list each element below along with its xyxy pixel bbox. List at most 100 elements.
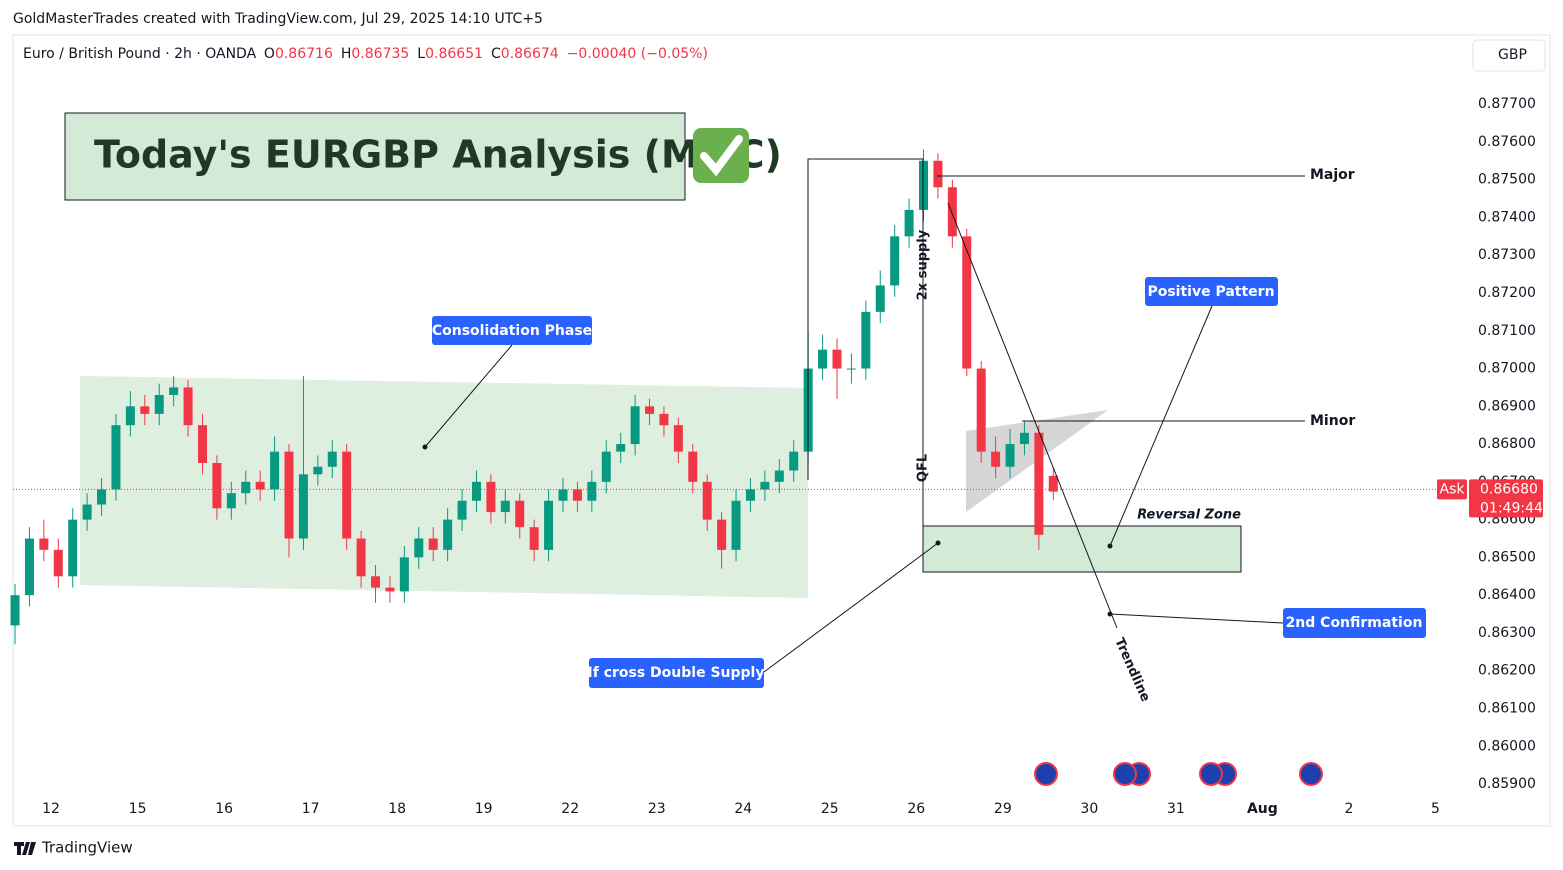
y-tick-label: 0.86300: [1478, 625, 1536, 641]
candle-body: [875, 285, 885, 312]
candle-body: [601, 451, 611, 482]
x-tick-label: Aug: [1247, 801, 1278, 817]
event-icon[interactable]: [1113, 762, 1137, 786]
label-box: [1145, 277, 1278, 306]
candle-body: [818, 349, 828, 369]
candle-body: [1019, 432, 1029, 445]
y-tick-label: 0.86500: [1478, 549, 1536, 565]
candle-body: [82, 504, 92, 520]
ohlc-label: C: [491, 46, 501, 62]
candle-body: [630, 406, 640, 445]
x-tick-label: 29: [994, 801, 1012, 817]
candle-body: [385, 587, 395, 592]
y-tick-label: 0.86100: [1478, 700, 1536, 716]
supply-bracket: [807, 158, 924, 526]
label-box: [589, 658, 764, 688]
pointer: [763, 542, 939, 673]
x-tick-label: 16: [215, 801, 233, 817]
pointer: [424, 344, 513, 448]
change: −0.00040 (−0.05%): [567, 46, 708, 62]
candle-body: [414, 538, 424, 558]
y-tick-label: 0.87100: [1478, 323, 1536, 339]
candle-body: [457, 500, 467, 520]
candle-body: [443, 519, 453, 550]
candle-body: [789, 451, 799, 471]
symbol: Euro / British Pound · 2h · OANDA: [23, 46, 257, 62]
label-box: [432, 316, 592, 345]
ohlc-value: 0.86651: [425, 46, 483, 62]
consolidation-zone: [80, 376, 808, 598]
candle-body: [515, 500, 525, 528]
candle-body: [861, 311, 871, 369]
price-label: 0.86680: [1480, 481, 1538, 497]
candle-body: [976, 368, 986, 452]
pointer: [1109, 613, 1284, 624]
event-icon[interactable]: [1199, 762, 1223, 786]
y-tick-label: 0.87600: [1478, 134, 1536, 150]
candle-body: [471, 481, 481, 501]
candle-body: [717, 519, 727, 550]
label-box: [1283, 608, 1426, 638]
candle-body: [500, 500, 510, 513]
candle-body: [197, 425, 207, 463]
ohlc-value: 0.86674: [501, 46, 559, 62]
currency[interactable]: GBP: [1498, 47, 1527, 63]
anchor-dot: [422, 444, 428, 450]
candle-body: [140, 406, 150, 414]
pointer: [1109, 305, 1213, 547]
anchor-dot: [1107, 543, 1113, 549]
x-tick-label: 2: [1344, 801, 1353, 817]
candle-body: [572, 489, 582, 501]
candle-body: [587, 481, 597, 501]
candle-body: [226, 493, 236, 509]
y-tick-label: 0.86800: [1478, 436, 1536, 452]
price-tag: [1469, 479, 1543, 518]
x-tick-label: 23: [648, 801, 666, 817]
candle-body: [313, 466, 323, 475]
candle-body: [558, 489, 568, 501]
chart-title: Today's EURGBP Analysis (MMC): [94, 133, 782, 177]
candle-body: [933, 160, 943, 188]
y-tick-label: 0.87000: [1478, 361, 1536, 377]
ohlc-label: L: [417, 46, 425, 62]
candle-body: [745, 489, 755, 501]
candle-body: [111, 425, 121, 490]
candle-body: [688, 451, 698, 482]
event-icon[interactable]: [1034, 762, 1058, 786]
annotation: If cross Double Supply: [588, 665, 765, 681]
annotation: Consolidation Phase: [432, 323, 592, 339]
candle-body: [169, 387, 179, 395]
candle-body: [399, 557, 409, 592]
candle-body: [947, 187, 957, 237]
candle-body: [645, 406, 655, 414]
candle-body: [1048, 475, 1058, 492]
candle-body: [212, 462, 222, 509]
candle-body: [731, 500, 741, 550]
x-tick-label: 26: [907, 801, 925, 817]
ask-tag: [1437, 479, 1467, 500]
event-icon[interactable]: [1299, 762, 1323, 786]
candle-body: [10, 595, 20, 626]
x-tick-label: 31: [1167, 801, 1185, 817]
currency-button[interactable]: [1472, 39, 1546, 72]
candle-body: [544, 500, 554, 550]
candle-body: [53, 549, 63, 577]
reversal-zone: [922, 525, 1242, 573]
ohlc-value: 0.86735: [351, 46, 409, 62]
candle-body: [284, 451, 294, 539]
y-tick-label: 0.86000: [1478, 738, 1536, 754]
candle-body: [890, 236, 900, 286]
candle-body: [486, 481, 496, 513]
candle-body: [673, 425, 683, 452]
candle-body: [39, 538, 49, 550]
candle-body: [68, 519, 78, 577]
ask-label: Ask: [1440, 481, 1466, 497]
ohlc-label: H: [341, 46, 352, 62]
candle-body: [774, 470, 784, 482]
candle-body: [919, 160, 929, 210]
y-tick-label: 0.87300: [1478, 247, 1536, 263]
annotation: 2x supply: [916, 229, 931, 300]
candle-body: [904, 209, 914, 237]
candle-body: [356, 538, 366, 577]
